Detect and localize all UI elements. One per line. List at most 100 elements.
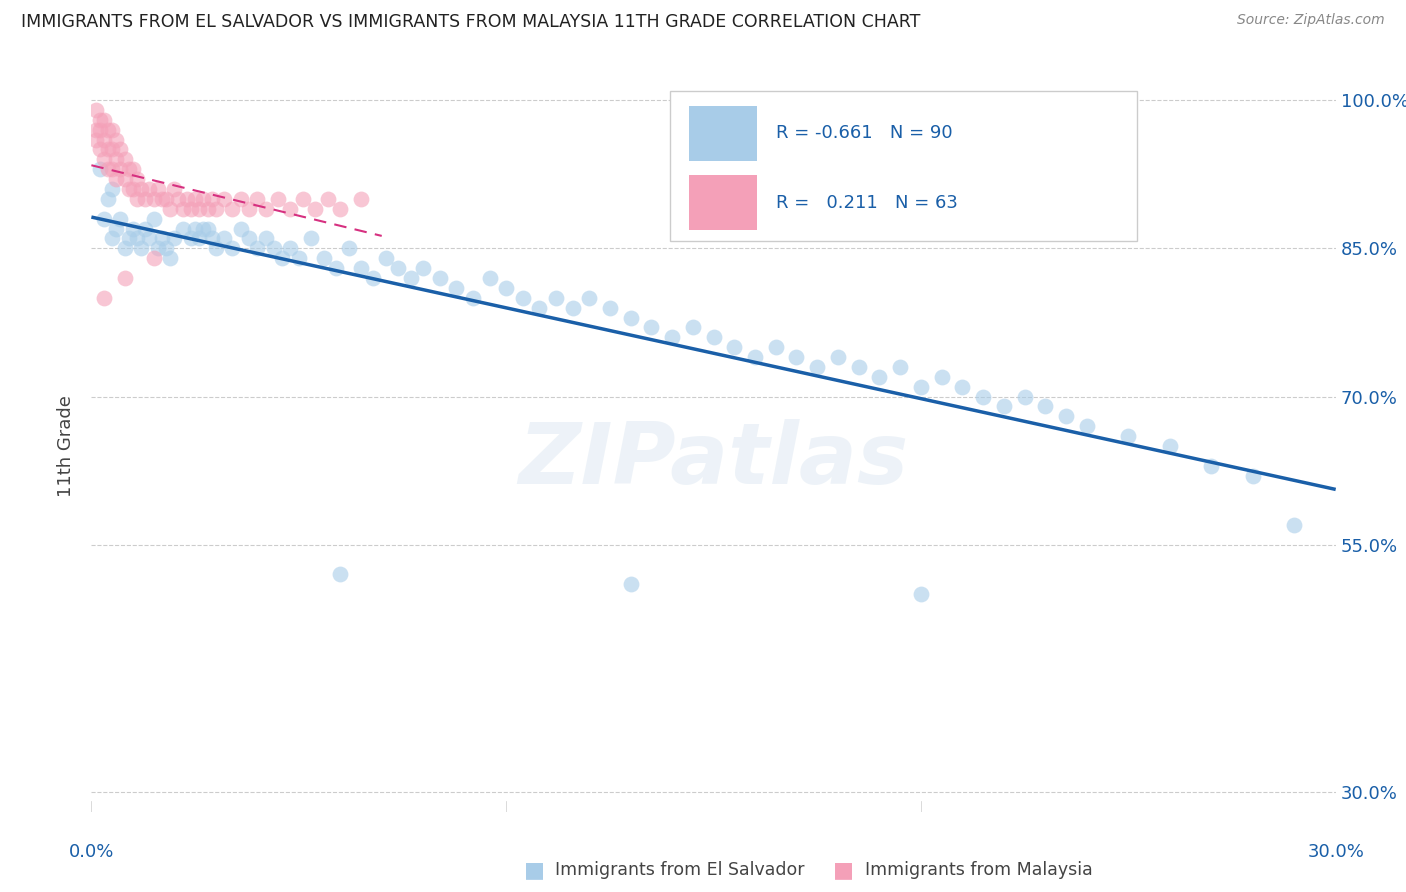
Point [197,202,219,216]
Point [461,291,484,305]
Point [291,192,314,206]
Point [101,231,124,245]
Point [1201,458,1223,473]
Point [1282,518,1305,533]
Point [972,390,994,404]
Text: ZIPatlas: ZIPatlas [519,419,908,502]
Point [129,182,152,196]
Point [105,153,128,167]
Point [806,359,828,374]
Point [993,400,1015,414]
Point [950,380,973,394]
Point [84,132,107,146]
Point [97,143,120,157]
Text: R =   0.211   N = 63: R = 0.211 N = 63 [776,194,957,212]
Point [146,182,169,196]
Point [193,192,215,206]
Point [138,182,160,196]
Point [221,241,243,255]
Text: 30.0%: 30.0% [1308,843,1364,861]
Point [101,162,124,177]
Point [399,271,422,285]
Point [138,231,160,245]
Point [329,567,352,582]
Point [110,143,132,157]
Point [110,162,132,177]
Point [238,231,260,245]
Point [412,261,434,276]
Point [89,162,111,177]
Point [134,221,156,235]
Text: ■: ■ [834,860,853,880]
Point [172,202,194,216]
Point [84,122,107,136]
Point [188,231,211,245]
Point [93,112,115,127]
Y-axis label: 11th Grade: 11th Grade [58,395,76,497]
Point [478,271,501,285]
Point [89,143,111,157]
Point [142,211,165,226]
Point [146,241,169,255]
Text: R = -0.661   N = 90: R = -0.661 N = 90 [776,124,952,142]
Point [97,192,120,206]
Point [172,221,194,235]
Point [387,261,409,276]
Point [910,587,932,601]
Point [89,122,111,136]
Point [561,301,583,315]
Point [429,271,451,285]
Point [682,320,704,334]
Point [287,251,309,265]
Point [129,241,152,255]
Point [155,241,177,255]
Point [150,231,173,245]
Point [110,211,132,226]
Point [150,192,173,206]
Point [723,340,745,354]
Point [193,221,215,235]
Point [121,221,145,235]
Point [155,192,177,206]
Point [180,231,202,245]
Point [910,380,932,394]
Point [184,221,207,235]
Point [312,251,335,265]
Point [246,241,269,255]
Point [121,182,145,196]
Point [205,202,228,216]
Point [848,359,870,374]
Point [114,153,136,167]
Bar [689,176,756,230]
Point [495,281,517,295]
Point [1054,409,1077,424]
Point [188,202,211,216]
Point [744,350,766,364]
Point [97,122,120,136]
Point [176,192,198,206]
Point [329,202,352,216]
Point [337,241,360,255]
Point [118,162,141,177]
Point [299,231,322,245]
Point [142,251,165,265]
Point [159,251,181,265]
Point [163,182,186,196]
Point [619,577,641,591]
Point [280,202,302,216]
Text: ■: ■ [524,860,544,880]
Point [374,251,396,265]
Point [254,202,277,216]
Point [89,112,111,127]
Point [529,301,551,315]
Point [316,192,339,206]
Point [159,202,181,216]
Point [180,202,202,216]
Point [167,192,190,206]
Point [1241,468,1264,483]
Point [84,103,107,117]
Point [184,192,207,206]
Point [544,291,567,305]
Text: IMMIGRANTS FROM EL SALVADOR VS IMMIGRANTS FROM MALAYSIA 11TH GRADE CORRELATION C: IMMIGRANTS FROM EL SALVADOR VS IMMIGRANT… [21,13,921,31]
Point [125,231,148,245]
